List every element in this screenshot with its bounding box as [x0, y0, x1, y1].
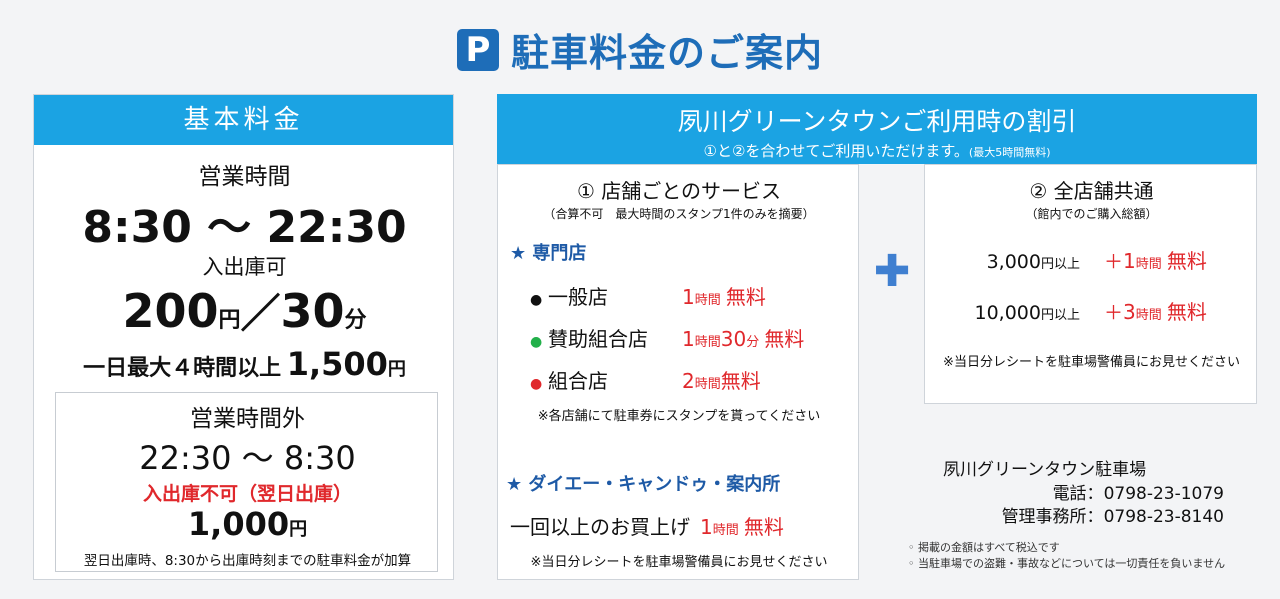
- daily-max: 一日最大４時間以上 1,500円: [34, 345, 455, 383]
- specialty-heading: ★ 専門店: [510, 243, 587, 264]
- purchase-free-time: 1時間 無料: [700, 515, 784, 539]
- rate-yen: 円: [218, 308, 241, 333]
- discount-header-sub-main: ①と②を合わせてご利用いただけます。: [703, 142, 969, 160]
- discount-header-sub: ①と②を合わせてご利用いただけます。(最大5時間無料): [497, 140, 1257, 161]
- stamp-note: ※各店舗にて駐車券にスタンプを貰ってください: [537, 409, 821, 424]
- daily-max-label: 一日最大４時間以上: [83, 356, 282, 381]
- store-service-note: （合算不可 最大時間のスタンプ1件のみを摘要）: [543, 207, 815, 221]
- store-free-time: 1時間30分 無料: [682, 327, 805, 351]
- phone-line: 電話：0798-23-1079: [980, 479, 1224, 504]
- rate-separator: ／: [240, 291, 281, 337]
- rate-minutes-unit: 分: [344, 308, 367, 333]
- footnote: ◦ 掲載の金額はすべて税込です: [908, 541, 1060, 554]
- after-hours-price: 1,000円: [56, 505, 439, 543]
- tier-free-time: ＋1時間 無料: [1104, 249, 1207, 273]
- basic-fee-header: 基本料金: [34, 95, 453, 145]
- dot-icon: ●: [530, 334, 543, 350]
- after-hours-price-yen: 円: [289, 519, 308, 540]
- after-hours-value: 22:30 ～ 8:30: [139, 439, 356, 477]
- dot-icon: ●: [530, 292, 543, 308]
- tier-free-time: ＋3時間 無料: [1104, 300, 1207, 324]
- in-out-label: 入出庫可: [202, 255, 287, 279]
- after-hours-label: 営業時間外: [190, 406, 305, 432]
- discount-header-title: 夙川グリーンタウンご利用時の割引: [677, 107, 1077, 136]
- tier-row: 3,000円以上 ＋1時間 無料: [925, 245, 1207, 274]
- all-store-title: ② 全店舗共通: [1029, 179, 1154, 203]
- phone-label: 電話：: [1052, 484, 1104, 504]
- store-name: 組合店: [548, 369, 608, 393]
- hours-label: 営業時間: [198, 164, 291, 190]
- all-store-panel: ② 全店舗共通 （館内でのご購入総額） 3,000円以上 ＋1時間 無料 10,…: [924, 164, 1257, 404]
- store-row: ● 賛助組合店 1時間30分 無料: [530, 323, 804, 352]
- tier-amount: 3,000円以上: [986, 251, 1080, 273]
- purchase-row: 一回以上のお買上げ 1時間 無料: [510, 511, 784, 540]
- rate: 200円／30分: [34, 281, 455, 339]
- rate-minutes: 30: [280, 284, 345, 338]
- discount-header: 夙川グリーンタウンご利用時の割引 ①と②を合わせてご利用いただけます。(最大5時…: [497, 94, 1257, 164]
- discount-header-sub-small: (最大5時間無料): [968, 146, 1051, 159]
- store-row: ● 組合店 2時間無料: [530, 365, 761, 394]
- store-name: 一般店: [548, 285, 608, 309]
- store-service-title: ① 店舗ごとのサービス: [576, 179, 782, 203]
- receipt-note-left: ※当日分レシートを駐車場警備員にお見せください: [530, 555, 828, 570]
- basic-fee-panel: 基本料金 営業時間 8:30 ～ 22:30 入出庫可 200円／30分 一日最…: [33, 94, 454, 580]
- store-service-panel: ① 店舗ごとのサービス （合算不可 最大時間のスタンプ1件のみを摘要） ★ 専門…: [497, 164, 859, 580]
- all-store-note: （館内でのご購入総額）: [1025, 207, 1158, 221]
- daiei-heading: ★ ダイエー・キャンドゥ・案内所: [506, 474, 781, 495]
- tier-amount: 10,000円以上: [974, 302, 1081, 324]
- store-free-time: 2時間無料: [682, 369, 761, 393]
- parking-name: 夙川グリーンタウン駐車場: [943, 460, 1147, 480]
- hours-value: 8:30 ～ 22:30: [82, 202, 407, 253]
- store-name: 賛助組合店: [548, 327, 648, 351]
- receipt-note-right: ※当日分レシートを駐車場警備員にお見せください: [943, 355, 1240, 370]
- page-title: P 駐車料金のご案内: [0, 22, 1280, 77]
- daily-max-yen: 円: [387, 359, 406, 380]
- parking-icon: P: [456, 28, 499, 71]
- footnote: ◦ 当駐車場での盗難・事故などについては一切責任を負いません: [908, 557, 1226, 570]
- tier-row: 10,000円以上 ＋3時間 無料: [925, 296, 1207, 325]
- after-hours-box: 営業時間外 22:30 ～ 8:30 入出庫不可（翌日出庫） 1,000円 翌日…: [55, 392, 438, 572]
- rate-number: 200: [122, 284, 219, 338]
- after-hours-note: 翌日出庫時、8:30から出庫時刻までの駐車料金が加算: [83, 553, 412, 569]
- after-hours-price-number: 1,000: [187, 505, 290, 543]
- office-number: 0798-23-8140: [1103, 507, 1224, 527]
- plus-icon: ✚: [873, 246, 911, 297]
- dot-icon: ●: [530, 376, 543, 392]
- purchase-label: 一回以上のお買上げ: [510, 515, 690, 539]
- daily-max-price: 1,500: [286, 345, 388, 383]
- office-label: 管理事務所：: [1001, 507, 1104, 527]
- page-title-text: 駐車料金のご案内: [510, 31, 823, 75]
- after-hours-warning: 入出庫不可（翌日出庫）: [142, 483, 352, 505]
- phone-number: 0798-23-1079: [1103, 484, 1224, 504]
- office-line: 管理事務所：0798-23-8140: [960, 502, 1224, 527]
- store-free-time: 1時間 無料: [682, 285, 766, 309]
- store-row: ● 一般店 1時間 無料: [530, 281, 766, 310]
